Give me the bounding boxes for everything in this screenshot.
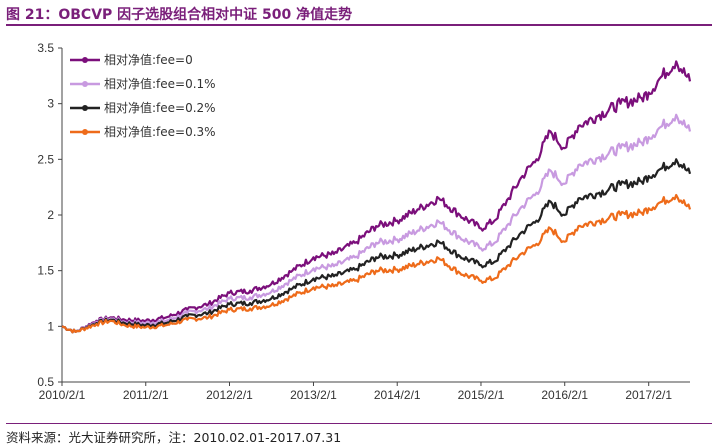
- legend-label-1: 相对净值:fee=0.1%: [104, 76, 216, 91]
- y-tick-label: 2: [47, 208, 54, 222]
- x-tick-label: 2015/2/1: [458, 388, 505, 402]
- y-tick-label: 3: [47, 97, 54, 111]
- source-note: 资料来源：光大证券研究所，注：2010.02.01-2017.07.31: [6, 430, 342, 445]
- x-tick-label: 2017/2/1: [625, 388, 672, 402]
- legend: 相对净值:fee=0 相对净值:fee=0.1% 相对净值:fee=0.2% 相对净值…: [70, 52, 216, 139]
- y-tick-label: 1: [47, 319, 54, 333]
- series-line-3: [61, 193, 692, 334]
- legend-label-0: 相对净值:fee=0: [104, 52, 193, 67]
- x-tick-label: 2013/2/1: [290, 388, 337, 402]
- y-tick-label: 2.5: [37, 152, 54, 166]
- y-tick-label: 3.5: [37, 41, 54, 55]
- legend-marker-0: [82, 57, 88, 63]
- legend-marker-2: [82, 105, 88, 111]
- x-tick-label: 2011/2/1: [123, 388, 169, 402]
- y-tick-label: 0.5: [37, 375, 54, 389]
- source-divider: [6, 423, 712, 424]
- title-divider: [6, 24, 712, 26]
- legend-marker-1: [82, 81, 88, 87]
- series-line-2: [61, 158, 692, 334]
- series-line-0: [61, 60, 692, 334]
- legend-marker-3: [82, 129, 88, 135]
- x-tick-label: 2014/2/1: [374, 388, 421, 402]
- figure-title: 图 21：OBCVP 因子选股组合相对中证 500 净值走势: [6, 7, 353, 23]
- y-tick-label: 1.5: [37, 264, 54, 278]
- x-tick-label: 2016/2/1: [541, 388, 588, 402]
- legend-label-3: 相对净值:fee=0.3%: [104, 124, 216, 139]
- x-tick-label: 2010/2/1: [39, 388, 86, 402]
- x-tick-label: 2012/2/1: [206, 388, 253, 402]
- series-line-1: [61, 113, 692, 334]
- series-layer: [61, 60, 692, 334]
- legend-label-2: 相对净值:fee=0.2%: [104, 100, 216, 115]
- axes: 0.5 1 1.5 2 2.5 3 3.5 2010/2/1 2011/2/1 2012/2/1 2…: [37, 41, 690, 402]
